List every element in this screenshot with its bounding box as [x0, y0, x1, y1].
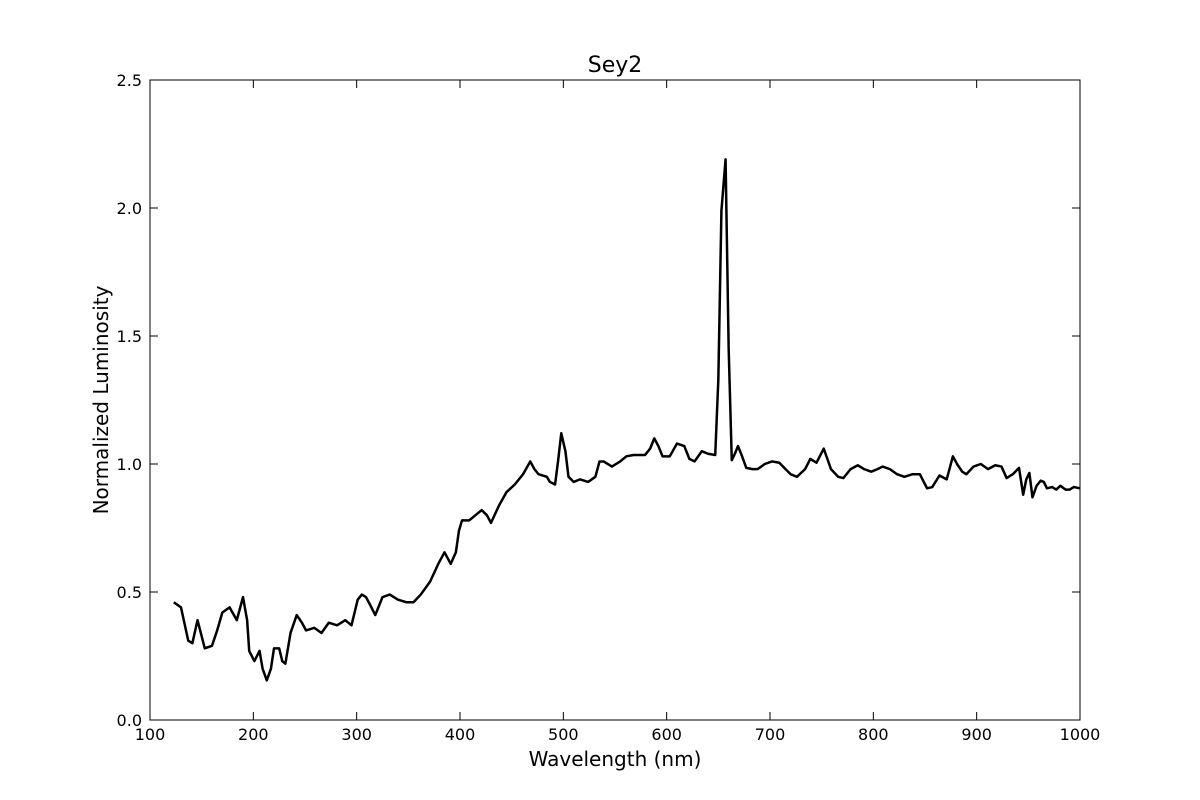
- y-tick-label: 0.0: [117, 711, 142, 730]
- chart-title: Sey2: [588, 53, 643, 78]
- y-tick-label: 0.5: [117, 583, 142, 602]
- spectrum-line: [173, 158, 1081, 682]
- y-tick-label: 2.5: [117, 71, 142, 90]
- y-axis-label: Normalized Luminosity: [89, 285, 113, 514]
- x-tick-label: 700: [755, 725, 786, 744]
- x-tick-label: 500: [548, 725, 579, 744]
- x-tick-label: 1000: [1060, 725, 1101, 744]
- y-tick-label: 1.5: [117, 327, 142, 346]
- x-tick-label: 800: [858, 725, 889, 744]
- x-tick-label: 100: [135, 725, 166, 744]
- x-tick-label: 600: [651, 725, 682, 744]
- y-tick-label: 2.0: [117, 199, 142, 218]
- x-axis-label: Wavelength (nm): [529, 747, 702, 771]
- x-tick-label: 400: [445, 725, 476, 744]
- x-tick-label: 200: [238, 725, 269, 744]
- x-tick-label: 300: [341, 725, 372, 744]
- plot-area: [149, 79, 1081, 721]
- y-tick-label: 1.0: [117, 455, 142, 474]
- x-tick-label: 900: [961, 725, 992, 744]
